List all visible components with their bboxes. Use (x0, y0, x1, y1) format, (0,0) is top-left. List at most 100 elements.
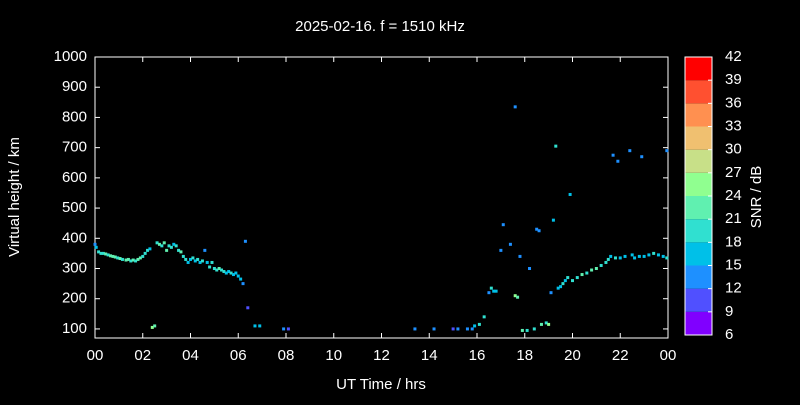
x-tick-label: 18 (516, 347, 533, 364)
colorbar-band (685, 219, 712, 243)
data-point (116, 256, 120, 260)
colorbar-band (685, 80, 712, 104)
data-point (126, 257, 130, 261)
x-tick-label: 08 (278, 347, 295, 364)
data-point (609, 254, 613, 258)
y-tick-label: 300 (62, 259, 87, 276)
data-point (487, 291, 491, 295)
data-point (227, 270, 231, 274)
colorbar-tick-label: 9 (725, 303, 733, 320)
data-point (146, 248, 150, 252)
data-point (282, 327, 286, 331)
data-point (633, 256, 637, 260)
colorbar-tick-label: 30 (725, 141, 742, 158)
colorbar-tick-label: 33 (725, 117, 742, 134)
colorbar-band (685, 103, 712, 127)
colorbar-tick-label: 39 (725, 71, 742, 88)
data-point (656, 253, 660, 257)
data-point (286, 327, 290, 331)
data-point (590, 268, 594, 272)
y-tick-label: 600 (62, 169, 87, 186)
data-point (563, 279, 567, 283)
data-point (234, 271, 238, 275)
data-point (473, 324, 477, 328)
colorbar-band (685, 126, 712, 150)
data-point (544, 321, 548, 325)
data-point (191, 256, 195, 260)
data-point (616, 159, 620, 163)
data-point (547, 322, 551, 326)
data-point (150, 325, 154, 329)
colorbar-tick-label: 27 (725, 164, 742, 181)
data-point (618, 256, 622, 260)
colorbar-band (685, 288, 712, 312)
data-point (101, 251, 105, 255)
data-point (169, 245, 173, 249)
data-point (253, 324, 257, 328)
data-point (215, 268, 219, 272)
colorbar-label: SNR / dB (748, 166, 765, 229)
data-point (642, 254, 646, 258)
data-point (611, 153, 615, 157)
data-point (131, 258, 135, 262)
data-point (554, 144, 558, 148)
data-point (200, 259, 204, 263)
data-point (513, 105, 517, 109)
data-point (518, 254, 522, 258)
data-point (665, 256, 669, 260)
data-point (124, 258, 128, 262)
data-point (559, 285, 563, 289)
data-point (99, 251, 103, 255)
data-point (413, 327, 417, 331)
data-point (630, 253, 634, 257)
x-tick-label: 14 (421, 347, 438, 364)
data-point (162, 241, 166, 245)
data-point (528, 267, 532, 271)
y-tick-label: 400 (62, 229, 87, 246)
data-point (637, 254, 641, 258)
data-point (513, 294, 517, 298)
x-tick-label: 20 (564, 347, 581, 364)
data-point (258, 324, 262, 328)
data-point (143, 251, 147, 255)
data-point (229, 271, 233, 275)
data-point (104, 252, 108, 256)
colorbar-band (685, 242, 712, 266)
data-point (153, 324, 157, 328)
data-point (220, 268, 224, 272)
data-point (97, 250, 101, 254)
data-point (482, 315, 486, 319)
data-point (181, 254, 185, 258)
data-point (222, 270, 226, 274)
data-point (561, 282, 565, 286)
colorbar-tick-label: 42 (725, 48, 742, 65)
data-point (111, 254, 115, 258)
data-point (566, 276, 570, 280)
data-point (160, 244, 164, 248)
data-point (193, 259, 197, 263)
data-point (604, 260, 608, 264)
data-point (129, 259, 133, 263)
data-point (205, 260, 209, 264)
data-point (186, 260, 190, 264)
data-point (508, 242, 512, 246)
data-point (94, 245, 98, 249)
colorbar-tick-label: 15 (725, 256, 742, 273)
data-point (623, 254, 627, 258)
data-point (157, 242, 161, 246)
y-tick-label: 500 (62, 199, 87, 216)
data-point (246, 306, 250, 310)
colorbar-tick-label: 36 (725, 94, 742, 111)
data-point (113, 255, 117, 259)
data-point (179, 250, 183, 254)
x-tick-label: 12 (373, 347, 390, 364)
data-point (571, 279, 574, 283)
data-point (606, 257, 610, 261)
data-point (516, 295, 520, 299)
data-point (167, 244, 171, 248)
data-point (189, 257, 192, 261)
data-point (613, 256, 617, 260)
y-tick-label: 100 (62, 320, 87, 337)
